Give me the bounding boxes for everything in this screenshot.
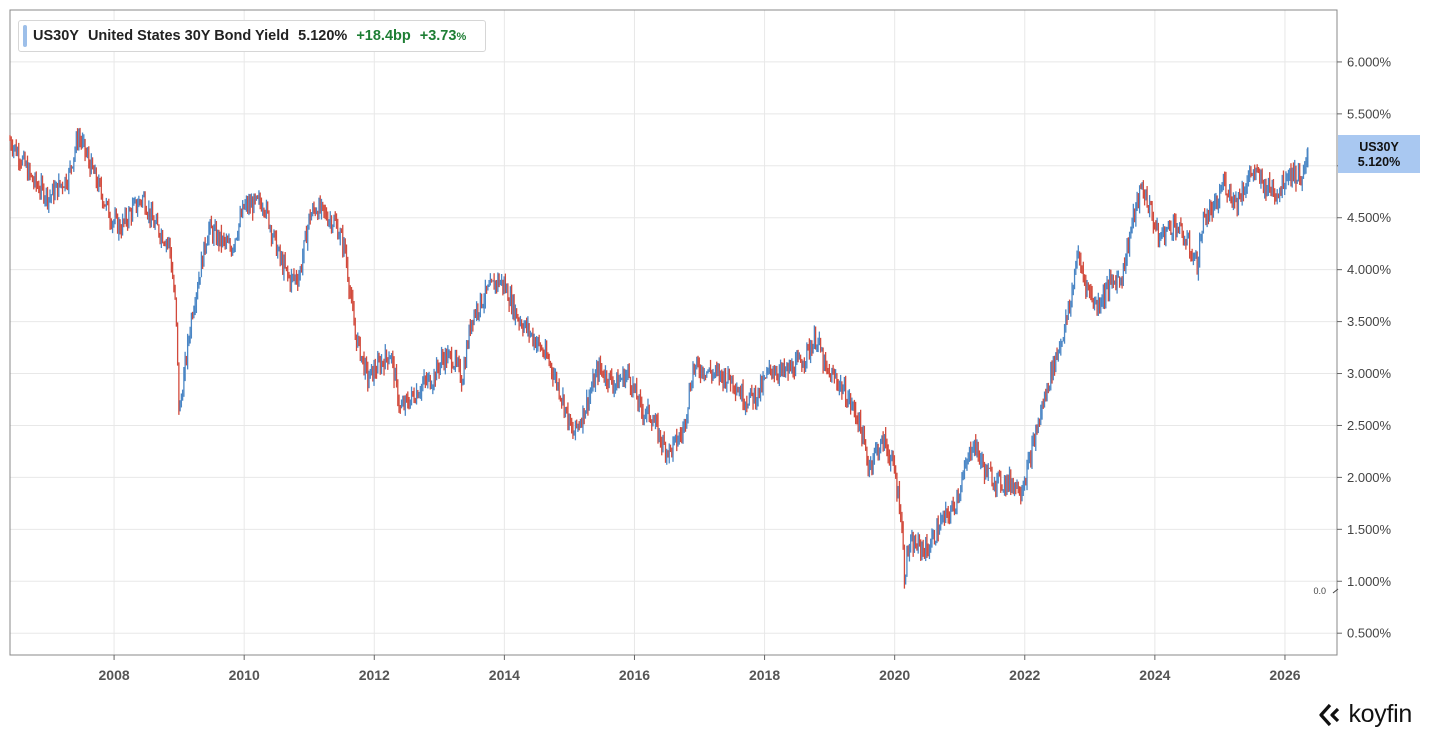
koyfin-logo-icon [1319,703,1340,726]
y-tick-label: 1.500% [1347,522,1392,537]
legend-change-pct: +3.73% [420,28,466,44]
plot-frame [9,9,1338,656]
legend-last-value: 5.120% [298,28,348,44]
koyfin-logo: koyfin [1318,700,1412,729]
zero-line-label: 0.0 [1313,586,1326,596]
y-tick-label: 3.000% [1347,366,1392,381]
y-tick-label: 6.000% [1347,54,1392,69]
y-tick-label: 1.000% [1347,574,1392,589]
last-price-tag: US30Y 5.120% [1338,135,1420,173]
last-price-tag-ticker: US30Y [1359,140,1399,154]
x-tick-label: 2016 [619,667,650,683]
y-tick-label: 0.500% [1347,626,1392,641]
koyfin-logo-text: koyfin [1348,700,1412,728]
y-tick-label: 3.500% [1347,314,1392,329]
legend-ticker: US30Y [33,28,79,44]
x-tick-label: 2018 [749,667,780,683]
x-tick-label: 2010 [229,667,260,683]
x-axis: 2008 2010 2012 2014 2016 2018 2020 2022 2024 2026 [99,655,1301,683]
x-tick-label: 2026 [1269,667,1300,683]
last-price-tag-value: 5.120% [1358,155,1400,169]
zero-line-marker [1332,588,1339,594]
legend-change-bp: +18.4bp [356,28,411,44]
legend-series-name: United States 30Y Bond Yield [87,28,290,44]
y-tick-label: 2.000% [1347,470,1392,485]
price-bars [9,127,1309,589]
y-tick-label: 2.500% [1347,418,1392,433]
y-tick-label: 4.500% [1347,210,1392,225]
x-tick-label: 2022 [1009,667,1040,683]
series-legend[interactable]: US30Y United States 30Y Bond Yield 5.120… [18,20,487,52]
x-tick-label: 2020 [879,667,910,683]
y-tick-label: 4.000% [1347,262,1392,277]
x-tick-label: 2014 [489,667,520,683]
legend-color-accent [23,25,27,47]
x-tick-label: 2012 [359,667,390,683]
x-tick-label: 2008 [99,667,130,683]
legend-change-pct-value: +3.73 [419,28,457,44]
y-axis: 0.500% 1.000% 1.500% 2.000% 2.500% 3.000% 3.50… [1337,54,1392,641]
x-tick-label: 2024 [1139,667,1170,683]
chart-grid [10,10,1337,655]
y-tick-label: 5.500% [1347,106,1392,121]
legend-change-pct-sign: % [456,31,467,43]
